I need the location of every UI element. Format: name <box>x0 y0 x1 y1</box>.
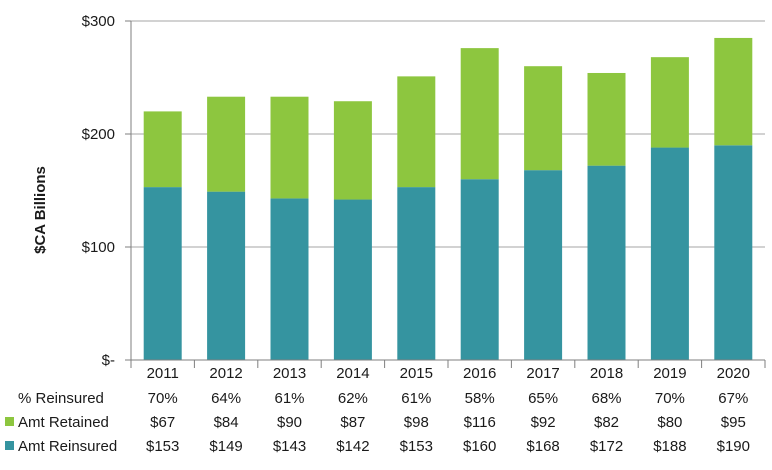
bar-amt-reinsured-2012 <box>207 191 246 360</box>
table-cell: 70% <box>148 390 178 407</box>
bar-amt-retained-2014 <box>333 101 372 200</box>
table-cell: $143 <box>273 438 306 455</box>
table-cell: $168 <box>526 438 559 455</box>
y-tick-label: $100 <box>82 239 115 256</box>
axes: $- $100 $200 $300 <box>82 13 766 369</box>
data-table: 2011 2012 2013 2014 2015 2016 2017 2018 2019 2020… <box>5 365 750 455</box>
table-cell: $142 <box>336 438 369 455</box>
bar-amt-retained-2020 <box>714 37 753 146</box>
x-tick-label: 2011 <box>147 365 179 382</box>
legend-marker <box>5 417 14 426</box>
bars <box>143 37 753 360</box>
bar-amt-reinsured-2011 <box>143 187 182 360</box>
bar-amt-reinsured-2019 <box>650 147 689 360</box>
bar-amt-retained-2015 <box>397 76 436 188</box>
table-row-label: Amt Reinsured <box>18 438 117 455</box>
table-cell: $172 <box>590 438 623 455</box>
table-cell: $95 <box>721 414 746 431</box>
table-row-label: % Reinsured <box>18 390 104 407</box>
bar-amt-reinsured-2017 <box>524 170 563 360</box>
table-cell: $92 <box>531 414 556 431</box>
table-row-label: Amt Retained <box>18 414 109 431</box>
table-cell: 61% <box>401 390 431 407</box>
x-tick-label: 2015 <box>400 365 433 382</box>
y-tick-label: $- <box>102 352 115 369</box>
table-cell: $80 <box>657 414 682 431</box>
table-cell: $153 <box>400 438 433 455</box>
bar-amt-reinsured-2015 <box>397 187 436 360</box>
table-cell: 68% <box>591 390 621 407</box>
table-cell: 64% <box>211 390 241 407</box>
x-tick-label: 2017 <box>526 365 559 382</box>
bar-amt-retained-2011 <box>143 111 182 188</box>
x-tick-label: 2014 <box>336 365 369 382</box>
bar-amt-retained-2016 <box>460 48 499 180</box>
bar-amt-retained-2012 <box>207 96 246 192</box>
x-tick-label: 2016 <box>463 365 496 382</box>
bar-amt-reinsured-2016 <box>460 179 499 360</box>
table-cell: $160 <box>463 438 496 455</box>
bar-amt-retained-2019 <box>650 57 689 148</box>
x-tick-label: 2020 <box>717 365 750 382</box>
table-cell: $82 <box>594 414 619 431</box>
x-tick-label: 2018 <box>590 365 623 382</box>
table-cell: 58% <box>465 390 495 407</box>
table-cell: 61% <box>274 390 304 407</box>
table-cell: 65% <box>528 390 558 407</box>
table-cell: 62% <box>338 390 368 407</box>
bar-amt-reinsured-2013 <box>270 198 309 360</box>
y-tick-label: $300 <box>82 13 115 30</box>
bar-amt-retained-2018 <box>587 72 626 166</box>
x-tick-label: 2013 <box>273 365 306 382</box>
y-tick-label: $200 <box>82 126 115 143</box>
table-cell: $84 <box>214 414 239 431</box>
legend-marker <box>5 441 14 450</box>
bar-amt-retained-2017 <box>524 66 563 171</box>
table-cell: $98 <box>404 414 429 431</box>
table-cell: 70% <box>655 390 685 407</box>
table-cell: $153 <box>146 438 179 455</box>
x-tick-label: 2012 <box>209 365 242 382</box>
table-cell: $116 <box>464 414 496 431</box>
table-cell: $87 <box>340 414 365 431</box>
bar-amt-reinsured-2020 <box>714 145 753 360</box>
table-cell: $188 <box>653 438 686 455</box>
bar-amt-retained-2013 <box>270 96 309 199</box>
table-cell: 67% <box>718 390 748 407</box>
x-tick-label: 2019 <box>653 365 686 382</box>
bar-amt-reinsured-2014 <box>333 199 372 360</box>
bar-amt-reinsured-2018 <box>587 165 626 360</box>
y-axis-label: $CA Billions <box>32 166 49 254</box>
table-cell: $149 <box>209 438 242 455</box>
table-cell: $190 <box>717 438 750 455</box>
table-cell: $90 <box>277 414 302 431</box>
table-cell: $67 <box>150 414 175 431</box>
